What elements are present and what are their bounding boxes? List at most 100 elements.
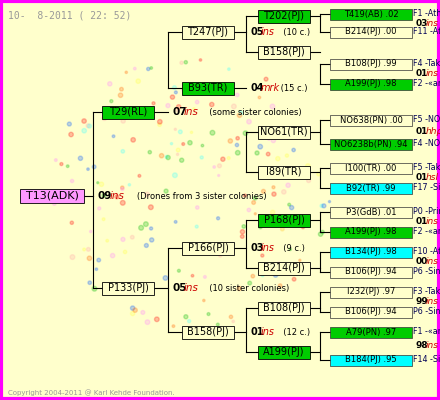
Point [264, 151, 271, 157]
Point [100, 192, 107, 198]
Point [215, 247, 222, 253]
Text: ins: ins [184, 107, 199, 117]
FancyBboxPatch shape [330, 266, 412, 278]
Point [165, 154, 172, 161]
Text: 01: 01 [250, 327, 264, 337]
Text: T419(AB) .02: T419(AB) .02 [344, 10, 398, 18]
Text: B108(PJ): B108(PJ) [263, 303, 305, 313]
Point [186, 318, 193, 324]
Point [270, 137, 277, 144]
Point [228, 244, 235, 250]
Text: ins: ins [261, 27, 275, 37]
Point [239, 228, 246, 235]
Point [199, 242, 206, 248]
Text: (10 c.): (10 c.) [278, 28, 310, 36]
Text: (12 c.): (12 c.) [278, 328, 310, 336]
Point [215, 215, 222, 222]
FancyBboxPatch shape [258, 10, 310, 22]
FancyBboxPatch shape [258, 46, 310, 58]
Text: (Drones from 3 sister colonies): (Drones from 3 sister colonies) [129, 192, 267, 200]
Point [189, 272, 196, 279]
FancyBboxPatch shape [330, 306, 412, 318]
Point [242, 130, 249, 136]
Text: 07: 07 [172, 107, 187, 117]
Point [326, 198, 333, 205]
FancyBboxPatch shape [102, 282, 154, 294]
Point [216, 163, 223, 169]
FancyBboxPatch shape [330, 206, 412, 218]
Point [202, 274, 209, 280]
Text: B158(PJ): B158(PJ) [263, 47, 305, 57]
Point [178, 157, 185, 164]
Point [172, 126, 179, 132]
Text: Copyright 2004-2011 @ Karl Kehde Foundation.: Copyright 2004-2011 @ Karl Kehde Foundat… [8, 389, 175, 396]
Point [169, 94, 176, 100]
Point [290, 276, 297, 282]
FancyBboxPatch shape [182, 26, 234, 38]
Text: B184(PJ) .95: B184(PJ) .95 [345, 356, 397, 364]
Text: I100(TR) .00: I100(TR) .00 [345, 164, 397, 172]
Point [143, 242, 150, 249]
Text: 00: 00 [416, 258, 428, 266]
FancyBboxPatch shape [330, 138, 412, 150]
Point [95, 257, 102, 263]
Point [131, 66, 138, 72]
Point [236, 285, 243, 292]
Text: 98: 98 [416, 342, 429, 350]
Point [220, 156, 227, 162]
Text: P168(PJ): P168(PJ) [264, 215, 304, 225]
Point [156, 121, 163, 128]
Point [153, 316, 160, 322]
Point [279, 226, 286, 232]
Point [290, 147, 297, 153]
FancyBboxPatch shape [330, 162, 412, 174]
Point [146, 149, 153, 155]
FancyBboxPatch shape [258, 214, 310, 226]
Point [147, 225, 154, 232]
FancyBboxPatch shape [182, 242, 234, 254]
Point [196, 242, 203, 248]
Point [250, 199, 257, 206]
Point [180, 86, 187, 93]
Text: (10 sister colonies): (10 sister colonies) [204, 284, 289, 292]
Point [253, 150, 260, 156]
Point [156, 118, 163, 125]
Text: 01: 01 [416, 174, 429, 182]
Point [234, 135, 241, 142]
Point [275, 261, 282, 267]
Text: B134(PJ) .98: B134(PJ) .98 [345, 248, 397, 256]
Text: 10-  8-2011 ( 22: 52): 10- 8-2011 ( 22: 52) [8, 10, 132, 20]
Point [259, 131, 266, 137]
Text: F17 -Sinop62R: F17 -Sinop62R [413, 184, 440, 192]
Text: P166(PJ): P166(PJ) [187, 243, 228, 253]
Point [198, 154, 205, 161]
Text: 03: 03 [250, 243, 264, 253]
Text: ins: ins [426, 18, 439, 28]
Point [129, 305, 136, 311]
Point [231, 103, 238, 110]
Point [119, 284, 126, 290]
Text: B108(PJ) .99: B108(PJ) .99 [345, 60, 397, 68]
Point [234, 150, 241, 156]
Point [318, 203, 325, 209]
Point [175, 104, 182, 110]
Point [118, 86, 125, 92]
Point [136, 173, 143, 179]
Point [230, 318, 237, 324]
Text: ins: ins [426, 218, 439, 226]
Text: F1 -«ankiri97R: F1 -«ankiri97R [413, 328, 440, 336]
Point [148, 65, 155, 71]
Point [305, 262, 312, 268]
Text: NO6238b(PN) .94: NO6238b(PN) .94 [334, 140, 408, 148]
Point [174, 108, 181, 114]
Text: F11 -AthosSt80R: F11 -AthosSt80R [413, 28, 440, 36]
Point [315, 171, 322, 177]
Point [129, 310, 136, 317]
Point [205, 311, 212, 317]
Point [119, 184, 126, 191]
Point [272, 272, 279, 278]
Point [121, 249, 128, 255]
Text: NO61(TR): NO61(TR) [260, 127, 308, 137]
Point [217, 325, 224, 332]
Point [87, 228, 94, 235]
